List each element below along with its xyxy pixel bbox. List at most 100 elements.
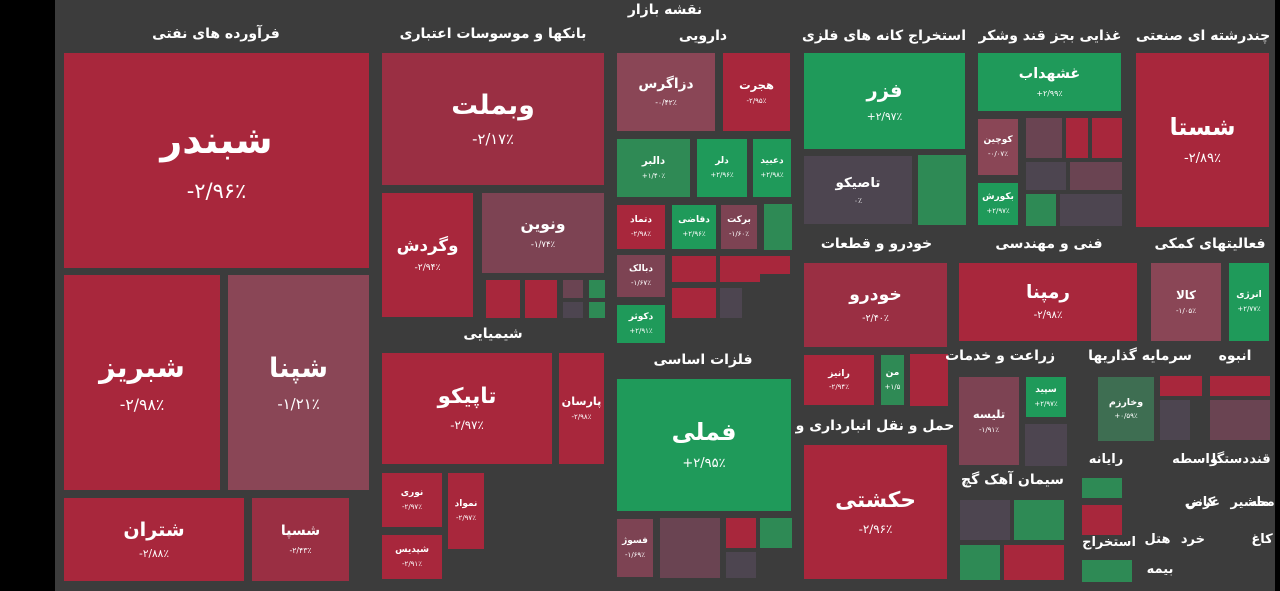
tile: شبندر -۲/۹۶٪ — [63, 52, 370, 269]
tile: شستا -۲/۸۹٪ — [1135, 52, 1270, 228]
tile-change: +۲/۹۵٪ — [682, 455, 726, 471]
filler-tile — [486, 280, 520, 318]
group-label: دستگا — [1211, 452, 1249, 467]
filler-tile — [1210, 376, 1270, 396]
tile: رانیز -۲/۹۴٪ — [803, 354, 875, 406]
group-label: حمل و نقل انبارداری و — [795, 418, 955, 434]
group-label: واسطه — [1172, 452, 1218, 467]
tile-change: -۲/۹۱٪ — [402, 559, 422, 568]
tile-name: فسوژ — [622, 536, 648, 547]
tile: شسپا -۲/۴۳٪ — [251, 497, 350, 582]
filler-tile — [1070, 162, 1122, 190]
tile-change: +۰/۵۹٪ — [1114, 412, 1138, 421]
filler-tile — [960, 545, 1000, 580]
filler-tile — [589, 280, 605, 298]
tile: فسوژ -۱/۶۹٪ — [616, 518, 654, 578]
tile-change: +۲/۹۶٪ — [710, 170, 734, 179]
tile: سپید +۲/۹۷٪ — [1025, 376, 1067, 418]
filler-tile — [1026, 194, 1056, 226]
tile-name: تاصیکو — [835, 174, 881, 191]
tile-change: -۲/۹۴٪ — [414, 262, 441, 273]
filler-tile — [1160, 400, 1190, 440]
group-label: بیمه — [1146, 562, 1174, 577]
group-label: رایانه — [1088, 452, 1124, 467]
tile-change: -۱/۲۱٪ — [277, 394, 320, 413]
tile: تلیسه -۱/۹۱٪ — [958, 376, 1020, 466]
tile-change: -۲/۹۸٪ — [571, 413, 592, 422]
tile-name: پارسان — [561, 395, 602, 409]
group-label: غذایی بجز قند وشکر — [978, 28, 1122, 44]
filler-tile — [918, 155, 966, 225]
group-label: زراعت و خدمات — [945, 348, 1055, 364]
tile-name: خودرو — [849, 285, 902, 306]
group-label: دارویی — [678, 28, 728, 44]
tile-change: -۱/۶۰٪ — [729, 229, 749, 238]
tile: انرژی +۲/۷۷٪ — [1228, 262, 1270, 342]
group-label: استخراج — [1082, 535, 1136, 550]
group-label: خودرو و قطعات — [820, 236, 933, 252]
tile: نمواد -۲/۹۷٪ — [447, 472, 485, 550]
group-label: محه — [1249, 495, 1275, 510]
filler-tile — [720, 288, 742, 318]
tile-name: حکشتی — [835, 488, 916, 514]
filler-tile — [1082, 560, 1132, 582]
tile-change: +۲/۷۷٪ — [1237, 304, 1261, 313]
tile-name: شپدیس — [395, 545, 429, 556]
filler-tile — [960, 500, 1010, 540]
tile-change: -۲/۹۷٪ — [402, 502, 422, 511]
filler-tile — [660, 518, 720, 578]
tile-name: فملی — [671, 417, 737, 446]
group-label: سرمایه گذاریها — [1088, 348, 1192, 364]
tile: دقاضی +۲/۹۶٪ — [671, 204, 717, 250]
filler-tile — [1060, 194, 1122, 226]
group-label: قند — [1249, 452, 1271, 467]
tile-name: دبالک — [629, 264, 653, 275]
group-label: فنی و مهندسی — [995, 236, 1103, 252]
tile-name: نمواد — [454, 499, 478, 510]
tile-name: دقاضی — [678, 215, 710, 226]
tile: شپنا -۱/۲۱٪ — [227, 274, 370, 491]
filler-tile — [589, 302, 605, 318]
tile-change: -۱/۷۴٪ — [530, 240, 556, 251]
tile-name: برکت — [727, 215, 751, 226]
tile-change: -۲/۹۵٪ — [746, 96, 767, 105]
tile-change: +۲/۹۶٪ — [682, 229, 706, 238]
tile: فزر +۲/۹۷٪ — [803, 52, 966, 150]
tile-name: غشهداب — [1018, 65, 1081, 82]
tile: وگردش -۲/۹۴٪ — [381, 192, 474, 318]
group-label: چندرشته ای صنعتی — [1135, 28, 1271, 44]
tile-change: -۲/۹۸٪ — [631, 229, 651, 238]
tile-name: دکوثر — [628, 312, 654, 323]
tile-name: انرژی — [1236, 290, 1262, 301]
tile-name: تلیسه — [972, 407, 1006, 422]
tile-name: وخارزم — [1108, 397, 1144, 409]
tile: دالبر +۱/۴۰٪ — [616, 138, 691, 198]
tile-change: -۲/۸۹٪ — [1183, 150, 1222, 166]
group-label: کاغ — [1251, 532, 1273, 547]
tile-name: رانیز — [828, 368, 850, 380]
tile-name: شتران — [123, 517, 185, 541]
tile-change: -۲/۴۳٪ — [289, 545, 312, 555]
tile-name: شپنا — [269, 352, 328, 384]
filler-tile — [1014, 500, 1064, 540]
tile-change: -۲/۹۴٪ — [829, 383, 849, 392]
tile-name: دعبید — [760, 156, 784, 167]
tile-name: ونوین — [520, 215, 566, 234]
tile: حکشتی -۲/۹۶٪ — [803, 444, 948, 580]
tile-change: -۲/۹۸٪ — [119, 395, 165, 415]
tile-change: ۰٪ — [854, 196, 862, 206]
tile-name: هجرت — [739, 78, 774, 93]
map-title: نقشه بازار — [627, 2, 703, 18]
tile: شپدیس -۲/۹۱٪ — [381, 534, 443, 580]
filler-tile — [1004, 545, 1064, 580]
tile-name: تاپیکو — [437, 383, 497, 409]
group-label: استخراج کانه های فلزی — [802, 28, 966, 44]
tile: برکت -۱/۶۰٪ — [720, 204, 758, 250]
filler-tile — [1210, 400, 1270, 440]
tile: شتران -۲/۸۸٪ — [63, 497, 245, 582]
filler-tile — [726, 552, 756, 578]
group-label: فلزات اساسی — [653, 352, 753, 368]
tile: پارسان -۲/۹۸٪ — [558, 352, 605, 465]
tile: من +۱/۵ — [880, 354, 905, 406]
group-label: هتل — [1144, 532, 1171, 547]
